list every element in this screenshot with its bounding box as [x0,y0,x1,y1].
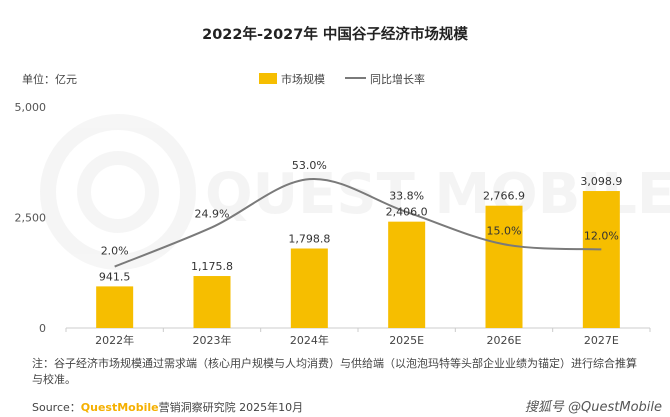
bar-value-label: 2,766.9 [483,190,525,203]
x-tick-label: 2022年 [95,333,134,347]
rate-label: 2.0% [101,245,129,258]
x-tick-label: 2026E [487,334,522,347]
bars [96,191,620,328]
rate-label: 33.8% [389,190,424,203]
corner-watermark: 搜狐号 @QuestMobile [524,400,662,415]
bar-value-label: 1,798.8 [288,232,330,245]
bar-value-label: 3,098.9 [580,175,622,188]
y-tick-label: 5,000 [15,101,47,114]
bar [485,205,523,328]
unit-label: 单位：亿元 [22,72,77,86]
source-brand: QuestMobile [80,401,159,414]
bar-value-label: 941.5 [99,270,131,283]
legend: 市场规模 同比增长率 [259,72,425,86]
bar [290,248,328,328]
x-tick-label: 2025E [389,334,424,347]
y-tick-label: 2,500 [15,212,47,225]
growth-line [114,178,602,268]
chart-title: 2022年-2027年 中国谷子经济市场规模 [202,25,468,43]
source-line: Source：QuestMobile营销洞察研究院 2025年10月 [32,399,303,415]
x-tick-label: 2027E [584,334,619,347]
bar [96,286,134,328]
y-tick-label: 0 [39,322,46,335]
bar-value-label: 2,406.0 [386,206,428,219]
rate-label: 24.9% [195,207,230,220]
bar [193,276,231,328]
footnote: 注：谷子经济市场规模通过需求端（核心用户规模与人均消费）与供给端（以泡泡玛特等头… [32,357,637,386]
x-tick-label: 2024年 [290,333,329,347]
legend-swatch-bar [259,73,277,84]
x-tick-label: 2023年 [193,333,232,347]
rate-label: 15.0% [487,224,522,237]
growth-line-path [114,178,602,268]
rate-label: 53.0% [292,159,327,172]
bar [388,221,426,328]
source-label: Source： [32,401,81,414]
source-text: 营销洞察研究院 2025年10月 [158,401,304,414]
bar-value-label: 1,175.8 [191,260,233,273]
data-labels: 941.5 1,175.8 1,798.8 2,406.0 2,766.9 3,098.9… [99,159,622,283]
legend-label-bar: 市场规模 [281,72,325,86]
axes: 0 2,500 5,000 2022年 2023年 2024年 2025E 2026E 2027… [15,101,651,347]
rate-label: 12.0% [584,229,619,242]
bar [582,191,620,328]
legend-label-line: 同比增长率 [370,72,425,86]
